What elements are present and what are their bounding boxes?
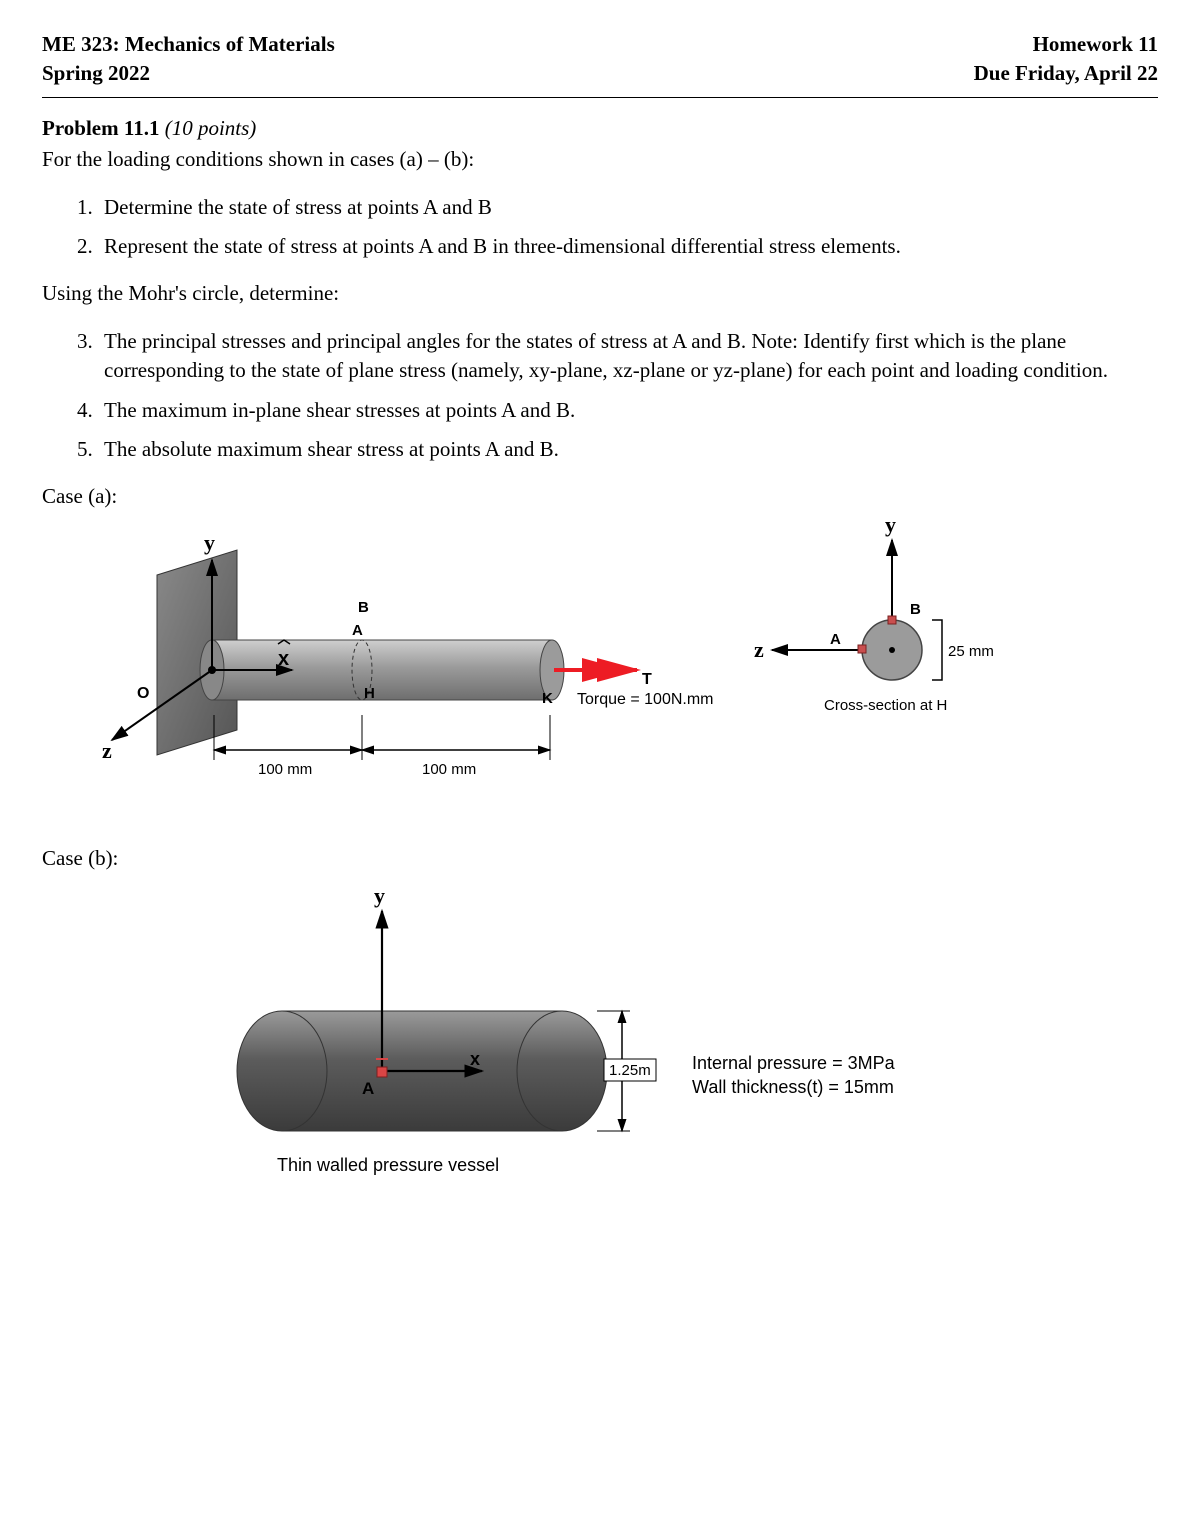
problem-title: Problem 11.1 bbox=[42, 116, 165, 140]
label-cross: Cross-section at H bbox=[824, 697, 947, 714]
cross-section: y z A B 25 mm Cross-section at H bbox=[754, 520, 994, 714]
header-right: Homework 11 Due Friday, April 22 bbox=[974, 30, 1158, 89]
label-z1: z bbox=[102, 738, 112, 763]
task-3: The principal stresses and principal ang… bbox=[98, 327, 1158, 386]
label-B: B bbox=[358, 599, 369, 616]
due-date: Due Friday, April 22 bbox=[974, 59, 1158, 88]
page-header: ME 323: Mechanics of Materials Spring 20… bbox=[42, 30, 1158, 89]
case-b-label: Case (b): bbox=[42, 844, 1158, 873]
label-caption: Thin walled pressure vessel bbox=[277, 1155, 499, 1175]
label-height: 1.25m bbox=[609, 1062, 651, 1079]
label-A2: A bbox=[830, 631, 841, 648]
label-y2: y bbox=[885, 520, 896, 537]
label-xb: x bbox=[470, 1049, 480, 1069]
task-5: The absolute maximum shear stress at poi… bbox=[98, 435, 1158, 464]
case-b-svg: y x A 1.25m Internal pressure = 3MPa Wal… bbox=[42, 881, 1092, 1201]
term: Spring 2022 bbox=[42, 59, 335, 88]
course-code: ME 323: Mechanics of Materials bbox=[42, 30, 335, 59]
homework-number: Homework 11 bbox=[974, 30, 1158, 59]
problem-points: (10 points) bbox=[165, 116, 257, 140]
task-4: The maximum in-plane shear stresses at p… bbox=[98, 396, 1158, 425]
label-y1: y bbox=[204, 530, 215, 555]
label-diam: 25 mm bbox=[948, 643, 994, 660]
label-yb: y bbox=[374, 883, 385, 908]
label-x1: x bbox=[278, 648, 289, 670]
subheading: Using the Mohr's circle, determine: bbox=[42, 279, 1158, 308]
dim-seg1-text: 100 mm bbox=[258, 761, 312, 778]
label-thickness: Wall thickness(t) = 15mm bbox=[692, 1077, 894, 1097]
task-list-1: Determine the state of stress at points … bbox=[98, 193, 1158, 262]
label-T: T bbox=[642, 671, 652, 688]
label-A: A bbox=[352, 622, 363, 639]
problem-heading: Problem 11.1 (10 points) bbox=[42, 114, 1158, 143]
case-a-label: Case (a): bbox=[42, 482, 1158, 511]
label-torque: Torque = 100N.mm bbox=[577, 691, 714, 708]
diagram-b: y x A 1.25m Internal pressure = 3MPa Wal… bbox=[42, 881, 1158, 1201]
dim-height: 1.25m bbox=[597, 1011, 656, 1131]
label-K: K bbox=[542, 690, 553, 707]
task-1: Determine the state of stress at points … bbox=[98, 193, 1158, 222]
dim-seg2-text: 100 mm bbox=[422, 761, 476, 778]
label-pressure: Internal pressure = 3MPa bbox=[692, 1053, 896, 1073]
label-B2: B bbox=[910, 601, 921, 618]
case-a-svg: O y z x A B H T K Torque = 100N.mm 100 m… bbox=[42, 520, 1092, 830]
task-2: Represent the state of stress at points … bbox=[98, 232, 1158, 261]
header-left: ME 323: Mechanics of Materials Spring 20… bbox=[42, 30, 335, 89]
label-Ab: A bbox=[362, 1079, 374, 1098]
problem-intro: For the loading conditions shown in case… bbox=[42, 145, 1158, 174]
task-list-2: The principal stresses and principal ang… bbox=[98, 327, 1158, 465]
header-divider bbox=[42, 97, 1158, 98]
label-H: H bbox=[364, 685, 375, 702]
label-O: O bbox=[137, 685, 149, 702]
label-z2: z bbox=[754, 637, 764, 662]
diagram-a: O y z x A B H T K Torque = 100N.mm 100 m… bbox=[42, 520, 1158, 830]
dim-seg2: 100 mm bbox=[362, 715, 550, 778]
